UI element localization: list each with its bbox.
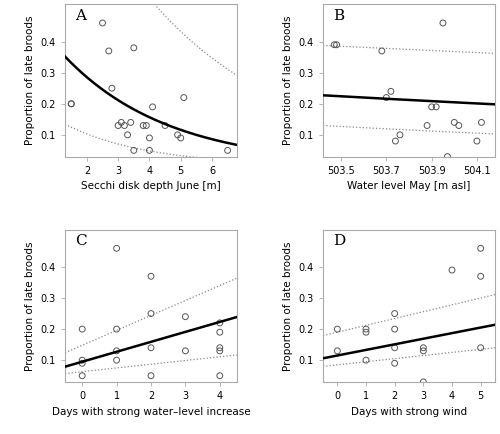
Point xyxy=(118,119,126,126)
Point xyxy=(432,103,440,110)
Point xyxy=(114,122,122,129)
Point xyxy=(216,372,224,379)
Point xyxy=(362,329,370,335)
Point xyxy=(130,44,138,51)
Y-axis label: Proportion of late broods: Proportion of late broods xyxy=(283,241,293,371)
Point xyxy=(448,266,456,273)
Point xyxy=(124,132,132,138)
Point xyxy=(420,344,428,351)
Text: D: D xyxy=(334,234,345,248)
Point xyxy=(105,47,113,54)
Y-axis label: Proportion of late broods: Proportion of late broods xyxy=(283,16,293,145)
Point xyxy=(142,122,150,129)
Point xyxy=(396,132,404,138)
Point xyxy=(139,122,147,129)
Point xyxy=(455,122,463,129)
Point xyxy=(78,360,86,367)
Point xyxy=(382,94,390,101)
Point xyxy=(180,94,188,101)
Point xyxy=(176,135,184,141)
Point xyxy=(112,245,120,252)
Point xyxy=(428,103,436,110)
Point xyxy=(130,147,138,154)
Point xyxy=(146,135,154,141)
Point xyxy=(112,357,120,364)
Point xyxy=(182,313,190,320)
Point xyxy=(390,344,398,351)
Point xyxy=(390,360,398,367)
Point xyxy=(146,147,154,154)
Text: B: B xyxy=(334,9,344,23)
Point xyxy=(161,122,169,129)
Point xyxy=(78,326,86,332)
Point xyxy=(216,319,224,326)
Point xyxy=(330,41,338,48)
Text: C: C xyxy=(76,234,87,248)
Point xyxy=(439,20,447,26)
Point xyxy=(444,153,452,160)
Point xyxy=(478,119,486,126)
Point xyxy=(423,122,431,129)
Point xyxy=(148,103,156,110)
Point xyxy=(182,347,190,354)
Point xyxy=(174,132,182,138)
Point xyxy=(216,347,224,354)
Point xyxy=(334,347,342,354)
Point xyxy=(78,357,86,364)
Point xyxy=(98,20,106,26)
Point xyxy=(126,119,134,126)
X-axis label: Water level May [m asl]: Water level May [m asl] xyxy=(348,181,470,191)
Point xyxy=(147,372,155,379)
Point xyxy=(392,138,400,145)
Point xyxy=(387,88,395,95)
Point xyxy=(120,122,128,129)
Point xyxy=(224,147,232,154)
Point xyxy=(378,47,386,54)
Point xyxy=(147,273,155,280)
Point xyxy=(68,100,76,107)
Y-axis label: Proportion of late broods: Proportion of late broods xyxy=(25,241,35,371)
Point xyxy=(108,85,116,92)
Point xyxy=(78,372,86,379)
Point xyxy=(68,100,76,107)
Point xyxy=(147,344,155,351)
Point xyxy=(390,310,398,317)
Point xyxy=(216,344,224,351)
Text: A: A xyxy=(76,9,86,23)
Point xyxy=(362,357,370,364)
Point xyxy=(334,326,342,332)
Point xyxy=(476,273,484,280)
X-axis label: Days with strong water–level increase: Days with strong water–level increase xyxy=(52,407,250,417)
X-axis label: Secchi disk depth June [m]: Secchi disk depth June [m] xyxy=(81,181,221,191)
Point xyxy=(450,119,458,126)
Point xyxy=(420,347,428,354)
Y-axis label: Proportion of late broods: Proportion of late broods xyxy=(25,16,35,145)
Point xyxy=(473,138,481,145)
X-axis label: Days with strong wind: Days with strong wind xyxy=(351,407,467,417)
Point xyxy=(476,344,484,351)
Point xyxy=(362,326,370,332)
Point xyxy=(476,245,484,252)
Point xyxy=(147,310,155,317)
Point xyxy=(112,347,120,354)
Point xyxy=(420,378,428,385)
Point xyxy=(390,326,398,332)
Point xyxy=(332,41,340,48)
Point xyxy=(112,326,120,332)
Point xyxy=(216,329,224,335)
